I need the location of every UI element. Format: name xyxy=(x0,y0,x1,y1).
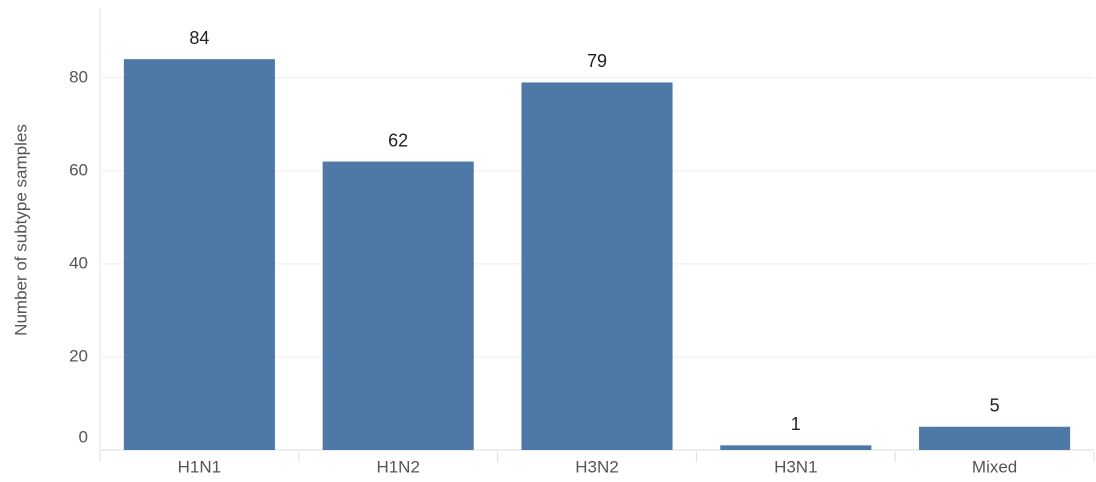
y-tick-label: 0 xyxy=(79,427,88,446)
bar xyxy=(322,161,474,450)
bar xyxy=(720,445,872,450)
y-axis-label: Number of subtype samples xyxy=(11,124,30,336)
value-label: 79 xyxy=(587,51,607,71)
y-tick-label: 40 xyxy=(69,253,88,272)
y-tick-label: 80 xyxy=(69,67,88,86)
y-tick-label: 20 xyxy=(69,346,88,365)
value-label: 84 xyxy=(189,28,209,48)
y-tick-label: 60 xyxy=(69,160,88,179)
bar xyxy=(123,59,275,450)
value-label: 5 xyxy=(990,395,1000,415)
x-tick-label: H1N2 xyxy=(376,457,419,476)
x-tick-label: H3N2 xyxy=(575,457,618,476)
bar xyxy=(521,82,673,450)
value-label: 1 xyxy=(791,414,801,434)
x-tick-label: H1N1 xyxy=(178,457,221,476)
x-tick-label: H3N1 xyxy=(774,457,817,476)
bar xyxy=(919,426,1071,450)
value-label: 62 xyxy=(388,130,408,150)
x-tick-label: Mixed xyxy=(972,457,1017,476)
